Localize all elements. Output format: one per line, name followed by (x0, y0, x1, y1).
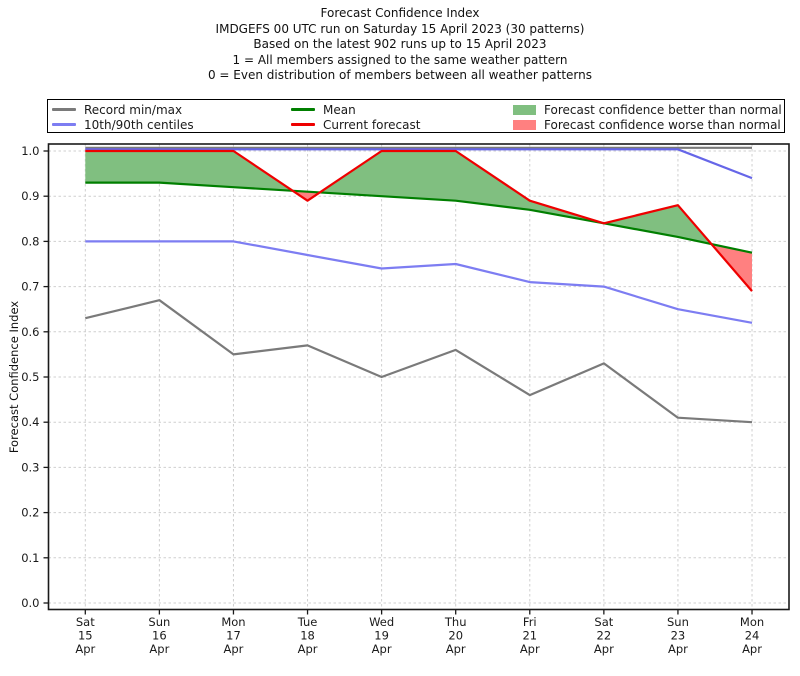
svg-text:Apr: Apr (742, 642, 762, 656)
svg-text:17: 17 (226, 629, 241, 643)
legend: Record min/max 10th/90th centiles Mean C… (47, 99, 785, 133)
svg-text:0.1: 0.1 (21, 551, 39, 565)
legend-label: Forecast confidence better than normal (544, 102, 782, 117)
svg-text:23: 23 (671, 629, 686, 643)
svg-text:0.5: 0.5 (21, 370, 39, 384)
svg-text:Tue: Tue (297, 615, 318, 629)
svg-text:Wed: Wed (369, 615, 394, 629)
svg-text:Sat: Sat (594, 615, 613, 629)
svg-text:Apr: Apr (75, 642, 95, 656)
record-line-swatch (52, 108, 76, 111)
svg-text:Apr: Apr (446, 642, 466, 656)
svg-text:24: 24 (745, 629, 760, 643)
svg-text:Mon: Mon (740, 615, 764, 629)
svg-text:20: 20 (448, 629, 463, 643)
svg-text:0.9: 0.9 (21, 189, 39, 203)
svg-text:21: 21 (522, 629, 537, 643)
legend-label: Current forecast (323, 117, 421, 132)
svg-text:0.8: 0.8 (21, 234, 39, 248)
svg-text:Apr: Apr (149, 642, 169, 656)
svg-text:0.3: 0.3 (21, 460, 39, 474)
svg-text:0.0: 0.0 (21, 596, 39, 610)
centiles-line-swatch (52, 123, 76, 126)
svg-text:Sat: Sat (76, 615, 95, 629)
legend-label: Record min/max (84, 102, 183, 117)
svg-text:Apr: Apr (298, 642, 318, 656)
legend-label: Mean (323, 102, 356, 117)
svg-text:0.4: 0.4 (21, 415, 39, 429)
svg-text:Fri: Fri (523, 615, 537, 629)
svg-text:19: 19 (374, 629, 389, 643)
legend-item-better: Forecast confidence better than normal (513, 102, 782, 117)
svg-text:16: 16 (152, 629, 167, 643)
svg-text:0.6: 0.6 (21, 325, 39, 339)
legend-item-current: Current forecast (291, 117, 420, 132)
legend-item-worse: Forecast confidence worse than normal (513, 117, 781, 132)
svg-text:0.7: 0.7 (21, 280, 39, 294)
current-line-swatch (291, 123, 315, 126)
worse-patch-swatch (513, 119, 536, 130)
legend-item-centiles: 10th/90th centiles (52, 117, 194, 132)
title-block: Forecast Confidence Index IMDGEFS 00 UTC… (0, 6, 800, 84)
legend-label: Forecast confidence worse than normal (544, 117, 781, 132)
svg-text:Sun: Sun (667, 615, 689, 629)
legend-item-mean: Mean (291, 102, 356, 117)
chart-note-one: 1 = All members assigned to the same wea… (232, 52, 568, 67)
svg-text:Apr: Apr (224, 642, 244, 656)
svg-text:22: 22 (597, 629, 612, 643)
svg-text:Apr: Apr (668, 642, 688, 656)
svg-text:1.0: 1.0 (21, 144, 39, 158)
svg-text:Apr: Apr (372, 642, 392, 656)
legend-item-record: Record min/max (52, 102, 182, 117)
svg-text:Apr: Apr (594, 642, 614, 656)
svg-text:18: 18 (300, 629, 315, 643)
svg-text:15: 15 (78, 629, 93, 643)
chart-title: Forecast Confidence Index (320, 6, 480, 20)
mean-line-swatch (291, 108, 315, 111)
better-patch-swatch (513, 104, 536, 115)
legend-label: 10th/90th centiles (84, 117, 194, 132)
svg-text:Mon: Mon (221, 615, 245, 629)
svg-text:Apr: Apr (520, 642, 540, 656)
svg-text:0.2: 0.2 (21, 506, 39, 520)
svg-text:Sun: Sun (148, 615, 170, 629)
svg-text:Thu: Thu (444, 615, 467, 629)
chart-subtitle-basis: Based on the latest 902 runs up to 15 Ap… (253, 37, 547, 52)
chart-note-zero: 0 = Even distribution of members between… (207, 68, 593, 83)
chart-subtitle-run: IMDGEFS 00 UTC run on Saturday 15 April … (215, 21, 585, 36)
